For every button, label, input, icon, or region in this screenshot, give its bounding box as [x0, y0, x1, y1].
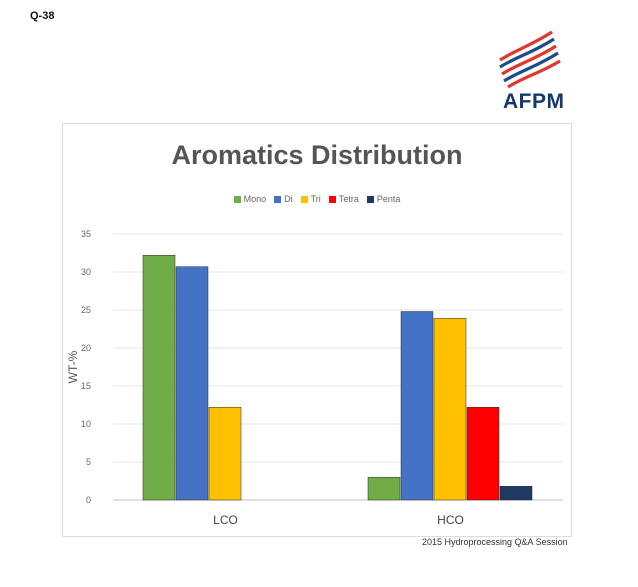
y-tick-label: 10	[81, 419, 91, 429]
legend-label-mono: Mono	[243, 194, 267, 204]
slide-label: Q-38	[30, 10, 55, 22]
legend-label-tri: Tri	[310, 194, 321, 204]
legend-label-tetra: Tetra	[338, 194, 359, 204]
chart-title: Aromatics Distribution	[171, 140, 463, 170]
y-tick-label: 35	[81, 229, 91, 239]
bar-di-hco	[400, 311, 434, 501]
y-tick-label: 25	[81, 305, 91, 315]
afpm-logo-text: AFPM	[503, 90, 565, 113]
chart-legend: Mono Di Tri Tetra Penta	[63, 194, 571, 204]
bar-mono-lco	[142, 255, 176, 501]
legend-item-tri: Tri	[300, 194, 321, 204]
x-tick-label: LCO	[213, 513, 238, 527]
bar-mono-hco	[367, 476, 401, 501]
bar-penta-hco	[499, 486, 533, 501]
y-tick-label: 0	[86, 495, 91, 505]
legend-item-mono: Mono	[233, 194, 267, 204]
y-tick-label: 30	[81, 267, 91, 277]
legend-item-di: Di	[274, 194, 293, 204]
y-tick-label: 5	[86, 457, 91, 467]
y-tick-label: 20	[81, 343, 91, 353]
legend-label-penta: Penta	[376, 194, 401, 204]
x-tick-label: HCO	[437, 513, 464, 527]
legend-swatch-tri	[300, 195, 308, 203]
plot-area: 0 5 10 15 20 25 30 35 WT-% LCO HCO	[66, 229, 563, 527]
legend-swatch-di	[274, 195, 282, 203]
legend-label-di: Di	[284, 194, 293, 204]
legend-swatch-mono	[233, 195, 241, 203]
legend-item-penta: Penta	[366, 194, 401, 204]
legend-item-tetra: Tetra	[328, 194, 359, 204]
bar-tetra-hco	[466, 407, 500, 501]
bar-tri-hco	[433, 318, 467, 501]
chart-container: Aromatics Distribution Mono Di Tri Tetra…	[62, 123, 572, 537]
bar-tri-lco	[208, 407, 242, 501]
legend-swatch-penta	[366, 195, 374, 203]
bar-di-lco	[175, 266, 209, 501]
y-axis-title: WT-%	[66, 350, 80, 383]
footer-note: 2015 Hydroprocessing Q&A Session	[422, 537, 568, 547]
y-tick-label: 15	[81, 381, 91, 391]
legend-swatch-tetra	[328, 195, 336, 203]
afpm-flag-logo-icon	[499, 30, 561, 89]
